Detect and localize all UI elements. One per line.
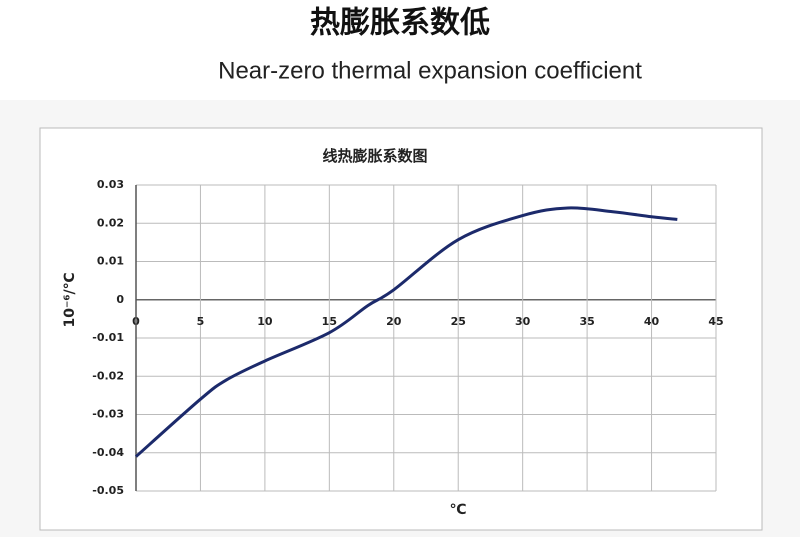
- y-tick-label: -0.01: [92, 331, 124, 344]
- y-tick-label: 0: [116, 293, 124, 306]
- y-axis-label: 10⁻⁶/℃: [62, 272, 78, 327]
- x-tick-label: 35: [579, 315, 594, 328]
- x-tick-label: 45: [708, 315, 723, 328]
- y-tick-label: -0.03: [92, 408, 124, 421]
- y-tick-label: 0.01: [97, 255, 124, 268]
- page-subtitle: Near-zero thermal expansion coefficient: [218, 57, 642, 84]
- y-tick-label: -0.05: [92, 484, 124, 497]
- y-tick-label: 0.02: [97, 216, 124, 229]
- x-tick-label: 10: [257, 315, 273, 328]
- chart-frame: [39, 127, 763, 531]
- y-tick-label: 0.03: [97, 178, 124, 191]
- x-tick-label: 30: [515, 315, 531, 328]
- x-tick-label: 25: [451, 315, 466, 328]
- x-tick-label: 5: [197, 315, 205, 328]
- x-tick-label: 20: [386, 315, 402, 328]
- y-tick-label: -0.02: [92, 369, 124, 382]
- data-line: [135, 206, 678, 458]
- x-tick-label: 40: [644, 315, 660, 328]
- page-title: 热膨胀系数低: [310, 6, 490, 41]
- x-tick-label: 15: [322, 315, 337, 328]
- y-tick-label: -0.04: [92, 446, 124, 459]
- x-axis-label: ℃: [450, 502, 467, 518]
- chart-title: 线热膨胀系数图: [322, 147, 427, 165]
